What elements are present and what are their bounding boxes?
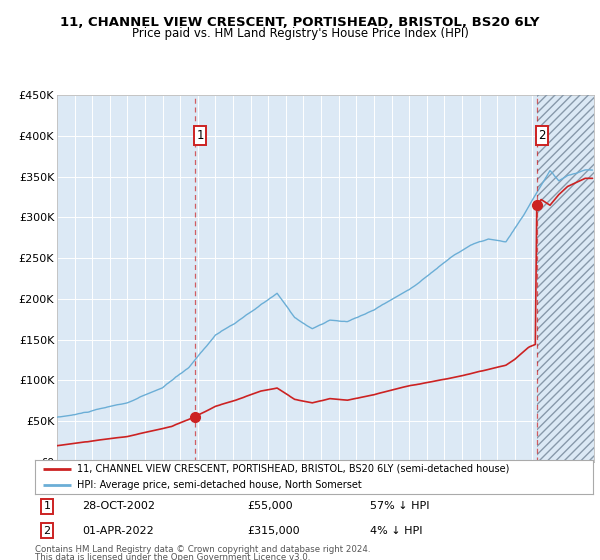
Text: 2: 2 [538, 129, 546, 142]
Text: £55,000: £55,000 [247, 501, 292, 511]
Text: 2: 2 [44, 526, 50, 535]
Bar [537, 95, 594, 462]
Text: Contains HM Land Registry data © Crown copyright and database right 2024.: Contains HM Land Registry data © Crown c… [35, 545, 370, 554]
Text: 28-OCT-2002: 28-OCT-2002 [82, 501, 155, 511]
Text: 11, CHANNEL VIEW CRESCENT, PORTISHEAD, BRISTOL, BS20 6LY (semi-detached house): 11, CHANNEL VIEW CRESCENT, PORTISHEAD, B… [77, 464, 509, 474]
Text: 1: 1 [44, 501, 50, 511]
Text: 1: 1 [196, 129, 204, 142]
Bar [537, 95, 594, 462]
Text: HPI: Average price, semi-detached house, North Somerset: HPI: Average price, semi-detached house,… [77, 479, 361, 489]
Text: 57% ↓ HPI: 57% ↓ HPI [370, 501, 429, 511]
Text: 01-APR-2022: 01-APR-2022 [82, 526, 154, 535]
Text: This data is licensed under the Open Government Licence v3.0.: This data is licensed under the Open Gov… [35, 553, 310, 560]
Text: Price paid vs. HM Land Registry's House Price Index (HPI): Price paid vs. HM Land Registry's House … [131, 27, 469, 40]
Text: £315,000: £315,000 [247, 526, 299, 535]
Text: 11, CHANNEL VIEW CRESCENT, PORTISHEAD, BRISTOL, BS20 6LY: 11, CHANNEL VIEW CRESCENT, PORTISHEAD, B… [60, 16, 540, 29]
Text: 4% ↓ HPI: 4% ↓ HPI [370, 526, 422, 535]
